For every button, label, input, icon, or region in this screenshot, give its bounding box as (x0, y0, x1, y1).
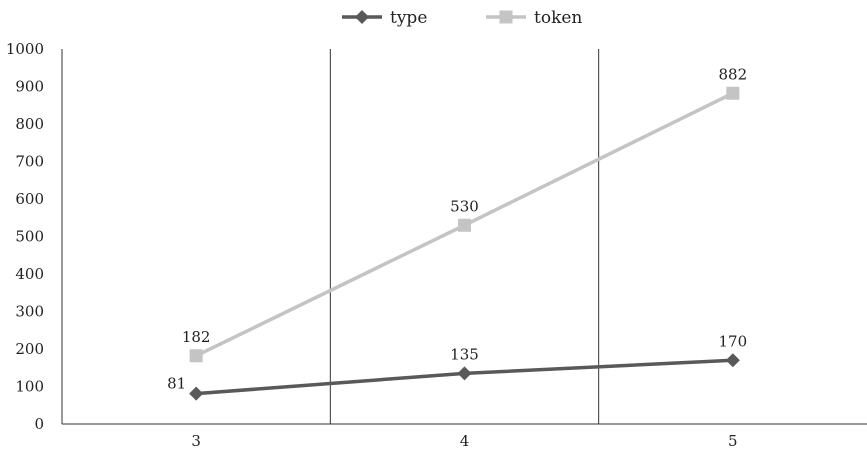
data-label-token: 530 (450, 197, 479, 215)
x-tick-label: 4 (460, 432, 470, 450)
point-type (725, 353, 740, 368)
data-label-token: 882 (719, 65, 748, 83)
point-token (458, 218, 471, 232)
legend-marker-token (499, 10, 513, 24)
x-tick-label: 5 (728, 432, 738, 450)
y-tick-label: 800 (15, 115, 44, 133)
y-tick-label: 100 (15, 378, 44, 396)
point-token (189, 349, 203, 363)
data-label-token: 182 (182, 328, 211, 346)
y-tick-label: 500 (15, 228, 44, 246)
point-type (457, 366, 472, 381)
y-tick-label: 1000 (6, 40, 44, 58)
y-tick-label: 400 (15, 265, 44, 283)
data-labels: 81 135 170 182 530 882 (167, 65, 747, 392)
x-axis: 3 4 5 (62, 423, 867, 450)
y-tick-label: 600 (15, 190, 44, 208)
legend: type token (342, 8, 582, 28)
y-tick-label: 0 (34, 415, 44, 433)
series-layer (189, 86, 740, 401)
y-tick-label: 200 (15, 340, 44, 358)
data-label-type: 135 (450, 345, 479, 363)
y-tick-label: 300 (15, 303, 44, 321)
point-token (726, 86, 740, 100)
legend-label-token: token (534, 8, 582, 28)
legend-marker-type (355, 10, 369, 24)
y-tick-label: 700 (15, 153, 44, 171)
data-label-type: 81 (167, 375, 186, 393)
x-tick-label: 3 (191, 432, 201, 450)
category-gridlines (329, 49, 600, 424)
y-axis: 0 100 200 300 400 500 600 700 800 900 1000 (6, 40, 63, 433)
data-label-type: 170 (719, 332, 748, 350)
legend-label-type: type (390, 8, 427, 28)
y-tick-label: 900 (15, 78, 44, 96)
point-type (189, 386, 204, 401)
